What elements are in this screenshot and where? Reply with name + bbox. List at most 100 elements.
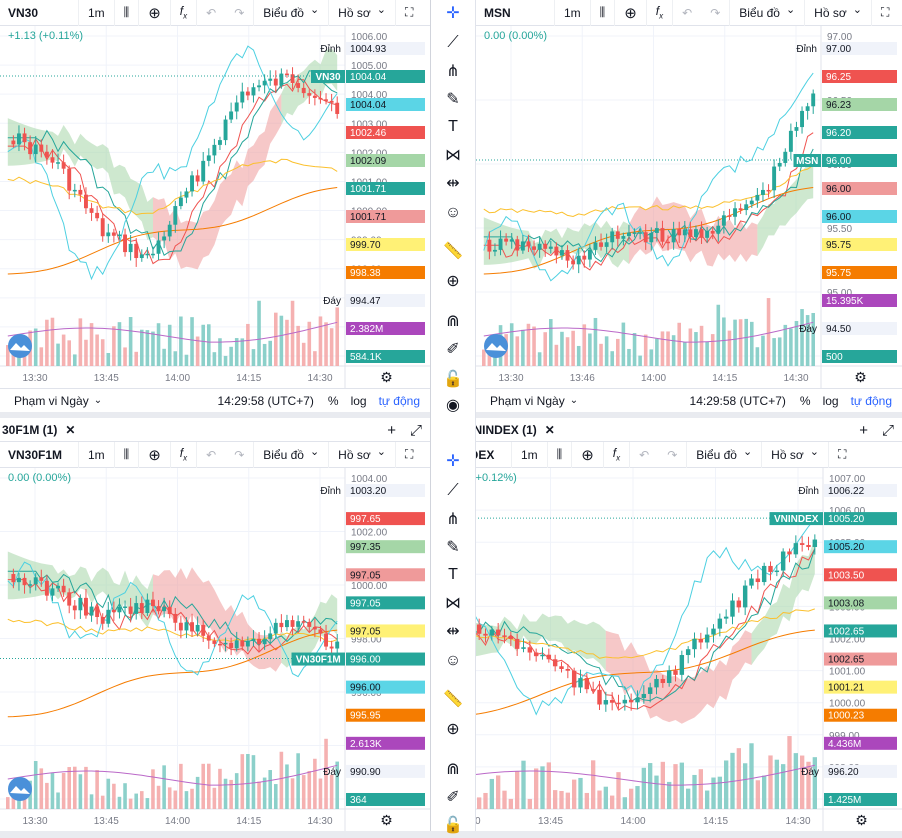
candle-style-icon[interactable]: ⫼ [113,441,139,468]
indicators-icon[interactable]: fx [602,441,629,468]
candle-style-icon[interactable]: ⫼ [546,441,572,468]
crosshair-icon[interactable]: ✛ [446,453,460,470]
log-scale-toggle[interactable]: log [822,393,839,408]
profile-dropdown[interactable]: Hồ sơ [761,441,828,468]
close-icon[interactable]: ✕ [65,422,76,437]
redo-icon[interactable]: ↷ [667,447,678,462]
close-icon[interactable]: ✕ [544,422,555,437]
candle [628,699,634,703]
price-chart[interactable]: 1007.001006.001005.001004.001003.001002.… [433,468,902,831]
candle [571,670,577,688]
log-scale-toggle[interactable]: log [350,393,367,408]
trend-line-icon[interactable]: ⟋ [447,34,459,51]
emoji-icon[interactable]: ☺ [444,652,462,669]
clock-timezone[interactable]: 14:29:58 (UTC+7) [689,393,786,408]
interval-button[interactable]: 1m [554,0,590,26]
profile-dropdown[interactable]: Hồ sơ [804,0,871,26]
chart-panel-vn30[interactable]: VN30 1m⫼⊕fx↶ ↷ Biểu đồHồ sơ⛶1006.001005.001… [0,0,430,412]
profile-dropdown[interactable]: Hồ sơ [328,441,395,468]
redo-icon[interactable]: ↷ [234,5,245,20]
symbol-search[interactable]: VN30F1M [8,447,63,462]
add-indicator-icon[interactable]: ⊕ [138,441,170,468]
zoom-in-icon[interactable]: ⊕ [446,721,460,738]
interval-button[interactable]: 1m [511,441,547,468]
price-chart[interactable]: 1004.001002.001000.00998.00996.00994.009… [0,468,430,831]
chart-panel-msn[interactable]: MSN 1m⫼⊕fx↶ ↷ Biểu đồHồ sơ⛶97.0096.5096.009… [476,0,902,412]
brush-icon[interactable]: ✎ [446,539,460,556]
clock-timezone[interactable]: 14:29:58 (UTC+7) [217,393,314,408]
undo-icon[interactable]: ↶ [196,0,225,26]
indicators-icon[interactable]: fx [169,0,196,26]
pitchfork-icon[interactable]: ⋔ [446,63,460,80]
fullscreen-icon[interactable]: ⛶ [394,441,422,468]
chart-panel-vnindex[interactable]: 📊VNINDEX (1)✕+⤢VNINDEX1m⫼⊕fx↶↷Biểu đồHồ … [433,418,902,831]
fullscreen-icon[interactable]: ⛶ [827,441,855,468]
zoom-in-icon[interactable]: ⊕ [446,273,460,290]
chart-type-dropdown[interactable]: Biểu đồ [686,441,761,468]
indicators-icon[interactable]: fx [645,0,672,26]
chart-type-dropdown[interactable]: Biểu đồ [253,441,328,468]
ruler-icon[interactable]: 📏 [443,691,463,708]
settings-gear-icon[interactable]: ⚙ [855,812,868,828]
chart-type-dropdown[interactable]: Biểu đồ [729,0,804,26]
undo-icon[interactable]: ↶ [196,441,225,468]
candle-style-icon[interactable]: ⫼ [113,0,139,26]
pattern-icon[interactable]: ⋈ [445,595,461,612]
text-icon[interactable]: T [448,118,458,135]
expand-icon[interactable]: ⤢ [881,422,894,439]
eye-icon[interactable]: ◉ [446,397,460,414]
add-icon[interactable]: + [859,422,868,439]
pattern-icon[interactable]: ⋈ [445,147,461,164]
price-chart[interactable]: 97.0096.5096.0095.5095.0094.5013:3013:46… [476,26,902,388]
percent-scale-toggle[interactable]: % [327,393,339,408]
interval-button[interactable]: 1m [78,0,114,26]
date-range-dropdown[interactable]: Phạm vi Ngày [490,394,578,408]
ruler-icon[interactable]: 📏 [443,243,463,260]
undo-icon[interactable]: ↶ [629,441,658,468]
chart-panel-vn30f1m[interactable]: 30F1M (1) ✕ + ⤢ VN30F1M 1m⫼⊕fx↶ ↷ Biểu đồHồ sơ⛶… [0,418,430,831]
candle [774,570,780,573]
settings-gear-icon[interactable]: ⚙ [854,369,867,385]
measure-icon[interactable]: ⇹ [446,623,460,640]
lock-drawing-icon[interactable]: ✐ [446,789,460,806]
add-indicator-icon[interactable]: ⊕ [138,0,170,26]
magnet-icon[interactable]: ⋒ [446,313,460,330]
add-indicator-icon[interactable]: ⊕ [571,441,603,468]
interval-button[interactable]: 1m [78,441,114,468]
candle-style-icon[interactable]: ⫼ [589,0,615,26]
brush-icon[interactable]: ✎ [446,91,460,108]
indicators-icon[interactable]: fx [169,441,196,468]
fullscreen-icon[interactable]: ⛶ [870,0,898,26]
undo-icon[interactable]: ↶ [672,0,701,26]
lock-drawing-icon[interactable]: ✐ [446,341,460,358]
auto-scale-toggle[interactable]: tự động [378,393,420,408]
magnet-icon[interactable]: ⋒ [446,761,460,778]
measure-icon[interactable]: ⇹ [446,175,460,192]
symbol-search[interactable]: VN30 [8,5,39,20]
lock-icon[interactable]: 🔓 [443,371,463,388]
emoji-icon[interactable]: ☺ [444,204,462,221]
text-icon[interactable]: T [448,566,458,583]
candle [156,240,161,254]
date-range-dropdown[interactable]: Phạm vi Ngày [14,394,102,408]
price-chart[interactable]: 1006.00 1005.00 1004.00 1003.00 1002.00 1001.… [0,26,430,388]
auto-scale-toggle[interactable]: tự động [850,393,892,408]
pitchfork-icon[interactable]: ⋔ [446,511,460,528]
profile-dropdown[interactable]: Hồ sơ [328,0,395,26]
settings-gear-icon[interactable]: ⚙ [380,369,393,385]
candle [184,191,189,198]
settings-gear-icon[interactable]: ⚙ [380,812,393,828]
crosshair-icon[interactable]: ✛ [446,5,460,22]
percent-scale-toggle[interactable]: % [799,393,811,408]
lock-icon[interactable]: 🔓 [443,817,463,834]
expand-icon[interactable]: ⤢ [409,422,422,439]
fullscreen-icon[interactable]: ⛶ [394,0,422,26]
symbol-search[interactable]: MSN [484,5,511,20]
candle [730,600,735,617]
add-indicator-icon[interactable]: ⊕ [614,0,646,26]
chart-type-dropdown[interactable]: Biểu đồ [253,0,328,26]
redo-icon[interactable]: ↷ [710,5,721,20]
add-icon[interactable]: + [387,422,396,439]
trend-line-icon[interactable]: ⟋ [447,482,459,499]
redo-icon[interactable]: ↷ [234,447,245,462]
